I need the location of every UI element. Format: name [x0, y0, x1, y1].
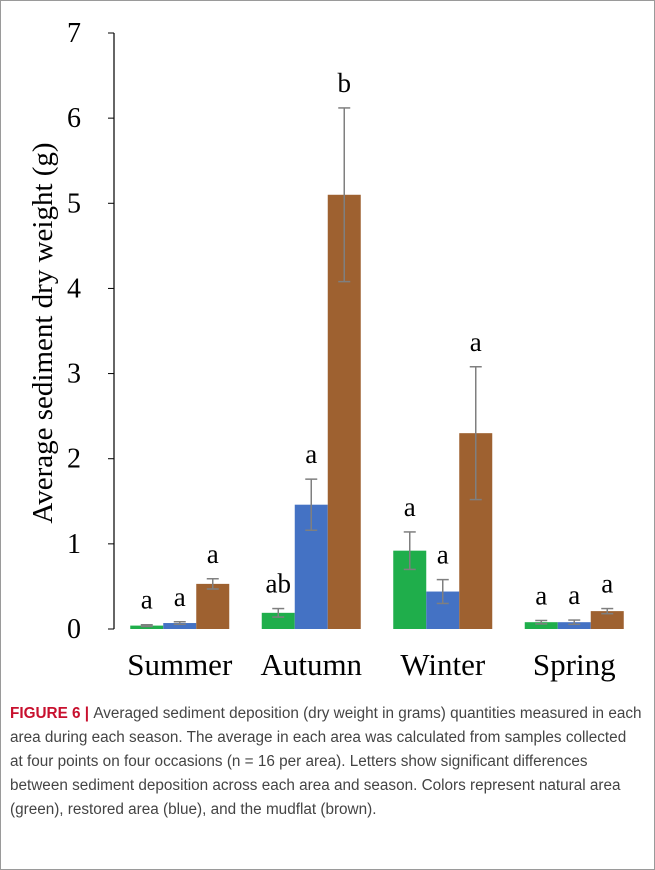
significance-label: ab: [266, 569, 291, 599]
bar: [557, 622, 591, 629]
significance-label: a: [174, 582, 186, 612]
bar: [590, 611, 624, 629]
x-category-label: Spring: [533, 647, 616, 682]
y-tick-label: 6: [67, 103, 81, 134]
significance-label: a: [568, 580, 580, 610]
significance-label: a: [470, 327, 482, 357]
significance-label: a: [141, 585, 153, 615]
bar: [196, 583, 230, 629]
y-tick-label: 1: [67, 529, 81, 560]
x-category-label: Winter: [400, 647, 486, 682]
significance-label: a: [535, 580, 547, 610]
significance-label: a: [601, 569, 613, 599]
bar: [261, 612, 295, 629]
y-tick-label: 5: [67, 188, 81, 219]
y-tick-label: 4: [67, 273, 81, 304]
significance-label: a: [207, 539, 219, 569]
significance-label: a: [305, 439, 317, 469]
figure-caption: FIGURE 6 | Averaged sediment deposition …: [10, 702, 642, 822]
bar: [163, 623, 197, 629]
caption-text: Averaged sediment deposition (dry weight…: [10, 705, 642, 818]
y-axis-title: Average sediment dry weight (g): [27, 142, 59, 523]
bar: [130, 625, 164, 629]
x-category-label: Summer: [127, 647, 233, 682]
significance-label: a: [437, 540, 449, 570]
x-category-label: Autumn: [260, 647, 362, 682]
caption-separator: |: [80, 705, 94, 722]
significance-label: b: [338, 68, 352, 98]
y-tick-label: 7: [67, 18, 81, 49]
y-tick-label: 2: [67, 444, 81, 475]
caption-label: FIGURE 6: [10, 705, 81, 722]
bar: [524, 622, 558, 629]
y-tick-label: 3: [67, 359, 81, 390]
significance-label: a: [404, 492, 416, 522]
y-tick-label: 0: [67, 614, 81, 645]
chart: 0 1 2 3 4 5 6 7 Average sediment dry weight (g) a…: [27, 18, 624, 682]
